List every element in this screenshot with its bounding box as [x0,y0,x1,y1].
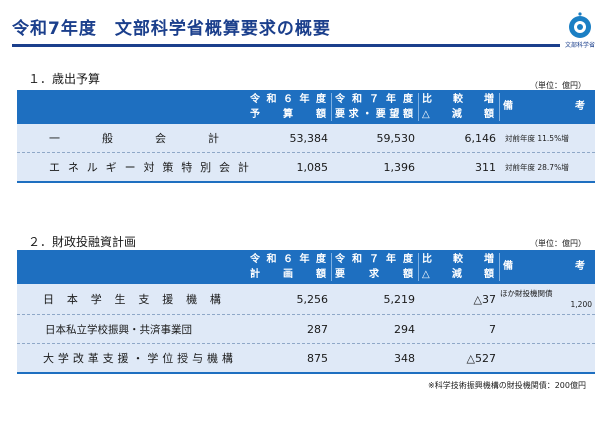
table-row: 一般会計 53,384 59,530 6,146 対前年度 11.5%増 [17,124,595,152]
section2-unit: （単位：億円） [530,239,586,248]
row-name: 日本学生支援機構 [43,293,221,306]
row-note [505,315,593,343]
row-name: 一般会計 [49,132,219,145]
row-note [505,344,593,372]
table-row: エネルギー対策特別会計 1,085 1,396 311 対前年度 28.7%増 [17,152,595,181]
row-r7: 348 [394,351,415,365]
col-header-note: 備考 [503,101,585,112]
row-r6: 5,256 [296,292,329,306]
row-r6: 287 [307,322,328,336]
logo-text: 文部科学省 [564,42,595,49]
section1-unit: （単位：億円） [530,81,586,90]
row-name: 日本私立学校振興・共済事業団 [45,323,192,336]
table-row: 大学改革支援・学位授与機構 875 348 △527 [17,343,595,372]
row-note: ほか財投機関債 1,200 [500,284,592,314]
row-r7: 294 [394,322,415,336]
row-note: 対前年度 28.7%増 [505,162,569,172]
col-header-r6: 令和６年度 計画額 [250,254,326,280]
row-note-line1: ほか財投機関債 [500,289,553,298]
col-header-r7: 令和７年度 要求額 [335,254,413,280]
table-bottom-rule [17,181,595,183]
col-header-diff: 比較増 △減額 [422,94,494,120]
row-r7: 5,219 [383,292,416,306]
table-bottom-rule [17,372,595,374]
row-r6: 1,085 [296,160,329,174]
row-r6: 53,384 [289,131,329,145]
title-underline [12,44,560,47]
row-r7: 59,530 [376,131,416,145]
section1-title: １．歳出予算 [28,72,101,86]
row-diff: 7 [489,322,496,336]
row-r7: 1,396 [383,160,416,174]
table-row: 日本私立学校振興・共済事業団 287 294 7 [17,314,595,343]
expenditure-table: 令和６年度 予算額 令和７年度 要求・要望額 比較増 △減額 備考 一般会計 53,3… [17,90,595,183]
row-diff: △37 [473,292,496,306]
table-row: 日本学生支援機構 5,256 5,219 △37 ほか財投機関債 1,200 [17,284,595,314]
row-diff: 311 [475,160,496,174]
row-diff: △527 [466,351,496,365]
col-header-diff: 比較増 △減額 [422,254,494,280]
section2-title: ２．財政投融資計画 [28,235,137,249]
footnote: ※科学技術振興機構の財投機関債：200億円 [428,381,586,390]
col-header-r7: 令和７年度 要求・要望額 [335,94,413,120]
table-header: 令和６年度 計画額 令和７年度 要求額 比較増 △減額 備考 [17,250,595,284]
table-header: 令和６年度 予算額 令和７年度 要求・要望額 比較増 △減額 備考 [17,90,595,124]
row-r6: 875 [307,351,328,365]
col-header-r6: 令和６年度 予算額 [250,94,326,120]
row-note: 対前年度 11.5%増 [505,133,569,143]
row-diff: 6,146 [464,131,497,145]
page-title: 令和7年度 文部科学省概算要求の概要 [12,19,331,39]
row-name: 大学改革支援・学位授与機構 [43,352,233,365]
mext-logo-icon [569,12,591,38]
col-header-note: 備考 [503,261,585,272]
fiscal-loan-table: 令和６年度 計画額 令和７年度 要求額 比較増 △減額 備考 日本学生支援機構 5,2… [17,250,595,374]
row-note-line2: 1,200 [570,300,592,309]
row-name: エネルギー対策特別会計 [49,161,249,174]
